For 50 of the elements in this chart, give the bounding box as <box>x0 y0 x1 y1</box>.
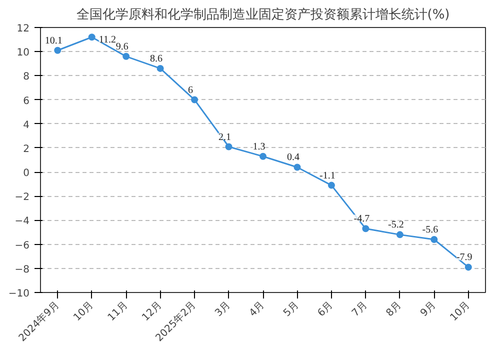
point <box>430 236 438 243</box>
data-label: -5.2 <box>388 220 404 231</box>
point <box>294 164 301 171</box>
data-label: 9.6 <box>116 41 128 52</box>
data-label: -4.7 <box>354 214 370 225</box>
y-tick-label: −8 <box>14 264 30 276</box>
x-tick-label: 9月 <box>418 300 438 319</box>
x-tick-label: 11月 <box>106 300 130 324</box>
data-label: 1.3 <box>252 141 266 152</box>
y-tick-label: −10 <box>8 288 30 300</box>
x-tick-label: 12月 <box>140 300 164 324</box>
x-tick-label: 8月 <box>384 300 404 319</box>
point <box>191 96 198 104</box>
point <box>88 34 96 41</box>
point <box>225 143 232 150</box>
y-tick-label: −2 <box>14 192 30 204</box>
x-tick-label: 10月 <box>448 300 472 324</box>
point <box>260 152 266 160</box>
data-label: 10.1 <box>44 35 62 46</box>
y-tick-label: 8 <box>23 72 30 83</box>
data-label: 0.4 <box>286 152 300 164</box>
data-label: 2.1 <box>218 132 232 143</box>
x-tick-label: 4月 <box>248 300 267 319</box>
point <box>396 231 404 238</box>
data-label: -7.9 <box>456 252 472 264</box>
data-label: 6 <box>188 84 194 96</box>
data-label: 11.2 <box>98 34 116 46</box>
y-tick-label: 0 <box>23 168 30 180</box>
data-label: -5.6 <box>422 224 438 236</box>
y-tick-label: 10 <box>16 48 30 59</box>
x-tick-label: 3月 <box>213 300 233 319</box>
point <box>328 182 335 189</box>
y-tick-label: 12 <box>16 24 30 34</box>
point <box>122 52 130 60</box>
chart-title: 全国化学原料和化学制品制造业固定资产投资额累计增长统计(%) <box>76 8 450 22</box>
y-tick-label: −6 <box>14 240 30 252</box>
x-tick-label: 7月 <box>350 300 370 319</box>
y-tick-label: 4 <box>23 120 30 131</box>
x-tick-label: 6月 <box>316 300 336 319</box>
x-tick-label: 5月 <box>282 300 302 319</box>
data-label: -1.1 <box>320 170 336 182</box>
point <box>362 225 370 232</box>
point <box>156 64 164 72</box>
x-tick-label: 10月 <box>72 300 96 324</box>
data-label: 8.6 <box>150 53 163 64</box>
y-tick-label: −4 <box>14 216 30 228</box>
point <box>464 264 472 271</box>
y-tick-label: 2 <box>23 144 30 155</box>
y-tick-label: 6 <box>23 96 30 107</box>
point <box>54 46 62 54</box>
